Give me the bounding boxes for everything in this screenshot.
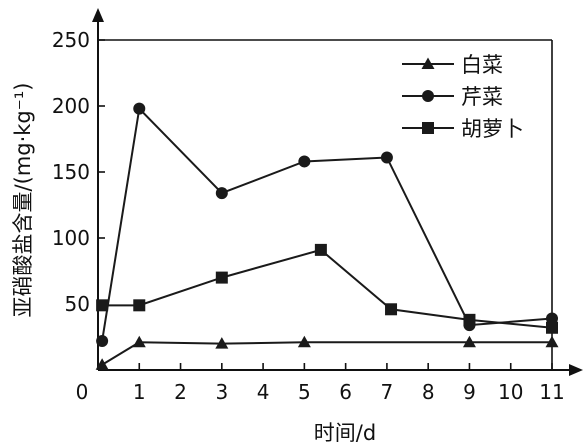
data-point-triangle — [215, 337, 229, 349]
legend-item: 白菜 — [402, 53, 503, 77]
x-tick-label: 11 — [539, 380, 564, 404]
series-1 — [95, 335, 559, 370]
data-point-square — [133, 299, 146, 312]
data-point-circle — [298, 155, 311, 168]
x-tick-label: 10 — [498, 380, 523, 404]
x-tick-label: 6 — [339, 380, 352, 404]
data-point-square — [96, 299, 109, 312]
data-point-square — [314, 243, 327, 256]
data-point-triangle — [462, 335, 476, 348]
x-ticks: 0 1 2 3 4 5 6 7 8 9 10 11 — [76, 363, 565, 404]
data-point-circle — [215, 187, 228, 200]
x-tick-label: 7 — [381, 380, 394, 404]
y-tick-label: 150 — [52, 160, 90, 184]
data-point-square — [422, 122, 434, 134]
x-axis-title: 时间/d — [314, 421, 376, 445]
data-point-triangle — [95, 358, 109, 370]
data-point-square — [215, 271, 228, 284]
y-tick-label: 100 — [52, 226, 90, 250]
x-tick-label: 2 — [174, 380, 187, 404]
x-tick-label: 9 — [463, 380, 476, 404]
data-point-circle — [422, 90, 434, 102]
data-point-circle — [133, 102, 146, 115]
y-ticks: 50 100 150 200 250 — [52, 28, 105, 316]
data-point-square — [385, 303, 398, 316]
legend-label: 芹菜 — [461, 85, 503, 109]
data-point-square — [546, 321, 558, 334]
y-axis-title: 亚硝酸盐含量/(mg·kg⁻¹) — [11, 83, 35, 318]
x-tick-label: 4 — [257, 380, 270, 404]
data-point-triangle — [132, 335, 146, 348]
x-tick-label: 0 — [76, 380, 89, 404]
legend-item: 胡萝卜 — [402, 117, 524, 141]
x-tick-label: 5 — [298, 380, 311, 404]
data-point-circle — [96, 334, 109, 347]
x-tick-label: 8 — [422, 380, 435, 404]
data-point-square — [463, 313, 476, 326]
y-axis-arrow — [92, 8, 104, 22]
x-axis-arrow — [569, 364, 583, 376]
data-point-triangle — [545, 335, 559, 348]
series-line — [102, 248, 553, 329]
series-3 — [96, 243, 558, 334]
y-tick-label: 50 — [65, 292, 90, 316]
series-line — [101, 106, 553, 342]
data-point-triangle — [421, 57, 435, 69]
legend-item: 芹菜 — [402, 85, 503, 109]
y-tick-label: 200 — [52, 94, 90, 118]
series-layer — [95, 102, 559, 370]
x-tick-label: 1 — [133, 380, 146, 404]
legend-label: 白菜 — [461, 53, 503, 77]
axes — [92, 8, 583, 376]
data-point-triangle — [297, 335, 311, 348]
data-point-circle — [380, 151, 393, 164]
y-tick-label: 250 — [52, 28, 90, 52]
data-point-circle — [546, 312, 558, 325]
series-line — [101, 341, 552, 366]
x-tick-label: 3 — [215, 380, 228, 404]
legend-label: 胡萝卜 — [461, 117, 524, 141]
